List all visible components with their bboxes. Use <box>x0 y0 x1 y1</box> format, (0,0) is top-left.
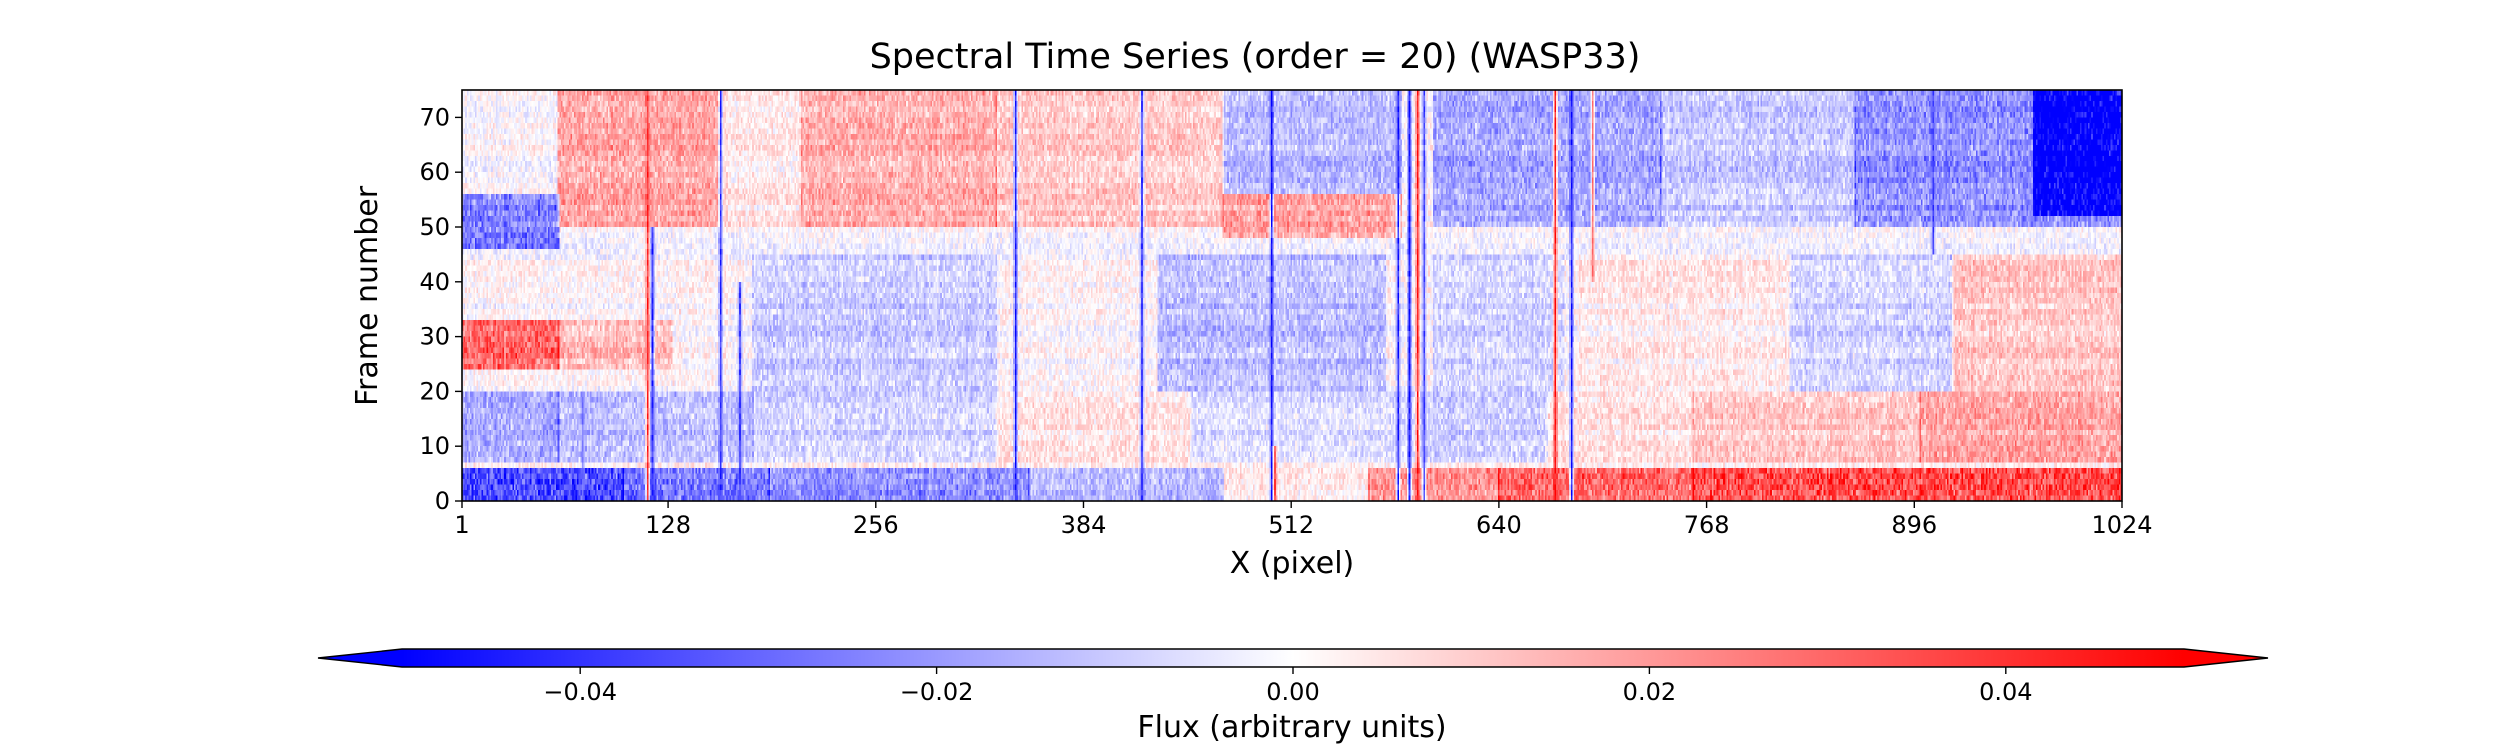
plot-area <box>461 89 2123 502</box>
heatmap-container <box>462 90 2122 501</box>
x-tick-label: 384 <box>1061 511 1107 539</box>
colorbar-extend-low <box>318 649 402 667</box>
y-tick-label: 40 <box>419 268 450 296</box>
y-axis-label: Frame number <box>350 185 385 406</box>
x-tick-label: 896 <box>1891 511 1937 539</box>
colorbar-gradient <box>402 649 2184 667</box>
colorbar-label: Flux (arbitrary units) <box>1137 710 1446 745</box>
y-axis-ticks: 0 10 20 30 40 50 60 70 <box>419 103 462 515</box>
colorbar-tick-label: 0.04 <box>1979 678 2032 706</box>
x-tick-label: 128 <box>645 511 691 539</box>
y-tick-label: 0 <box>435 487 450 515</box>
x-tick-label: 512 <box>1268 511 1314 539</box>
x-axis-ticks: 1 128 256 384 512 640 768 896 1024 <box>454 501 2153 539</box>
y-tick-label: 10 <box>419 432 450 460</box>
x-tick-label: 1024 <box>2091 511 2152 539</box>
colorbar-tick-label: 0.02 <box>1623 678 1676 706</box>
y-tick-label: 60 <box>419 158 450 186</box>
x-tick-label: 640 <box>1476 511 1522 539</box>
colorbar-tick-label: −0.04 <box>543 678 617 706</box>
x-tick-label: 1 <box>454 511 469 539</box>
colorbar-ticks: −0.04 −0.02 0.00 0.02 0.04 <box>543 667 2033 706</box>
y-tick-label: 30 <box>419 323 450 351</box>
colorbar-tick-label: −0.02 <box>900 678 974 706</box>
heatmap-image <box>462 90 2122 501</box>
x-tick-label: 256 <box>853 511 899 539</box>
y-tick-label: 50 <box>419 213 450 241</box>
x-axis-label: X (pixel) <box>1230 546 1355 581</box>
chart-title: Spectral Time Series (order = 20) (WASP3… <box>870 37 1641 77</box>
colorbar-extend-high <box>2184 649 2268 667</box>
colorbar-outline <box>317 648 2269 668</box>
y-tick-label: 70 <box>419 103 450 131</box>
colorbar-tick-label: 0.00 <box>1266 678 1319 706</box>
x-tick-label: 768 <box>1684 511 1730 539</box>
plot-frame <box>461 89 2123 502</box>
y-tick-label: 20 <box>419 377 450 405</box>
colorbar: −0.04 −0.02 0.00 0.02 0.04 Flux (arbitrary u… <box>317 648 2269 745</box>
